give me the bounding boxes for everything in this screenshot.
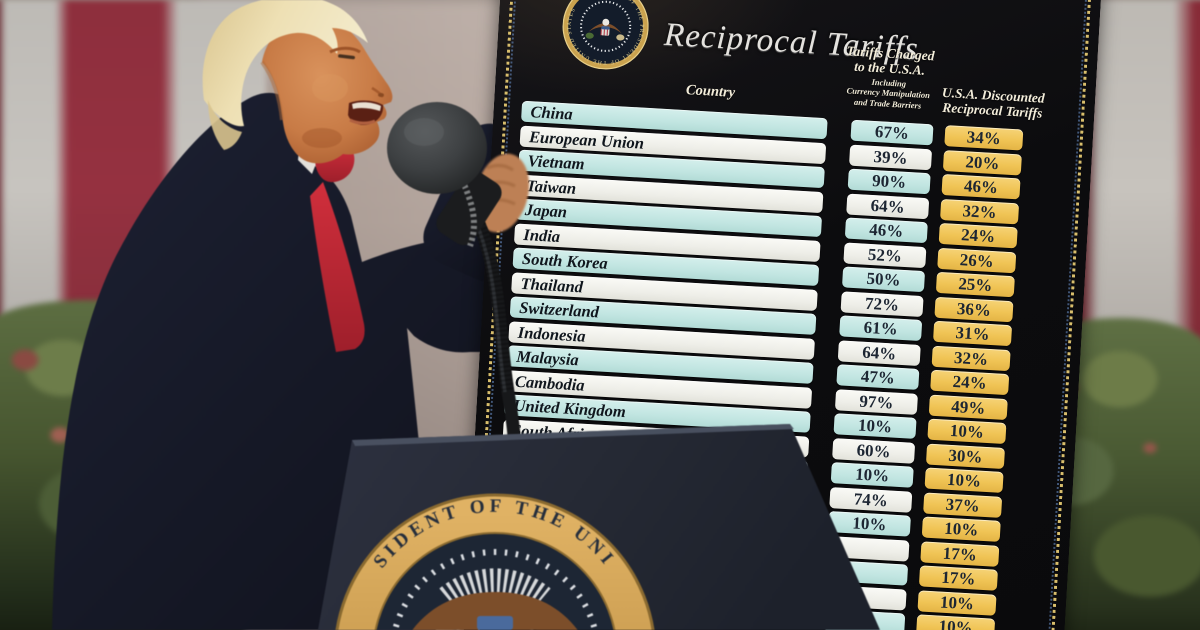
board-presidential-seal: SEAL OF THE PRESIDENT OF THE UNITED STAT… — [562, 0, 649, 70]
hair-nape — [208, 100, 242, 150]
presidential-seal: PRESIDENT OF THE UNITED — [0, 0, 655, 630]
tariff-board: SEAL OF THE PRESIDENT OF THE UNITED STAT… — [460, 0, 1104, 630]
mic-clamp — [436, 170, 502, 246]
face — [262, 15, 393, 164]
mic-coiled-cable — [449, 156, 477, 248]
podium-top-edge — [352, 424, 794, 446]
tie-blade — [310, 182, 365, 352]
mic-gooseneck — [466, 205, 521, 437]
hair — [202, 0, 368, 127]
face-details — [260, 46, 385, 148]
